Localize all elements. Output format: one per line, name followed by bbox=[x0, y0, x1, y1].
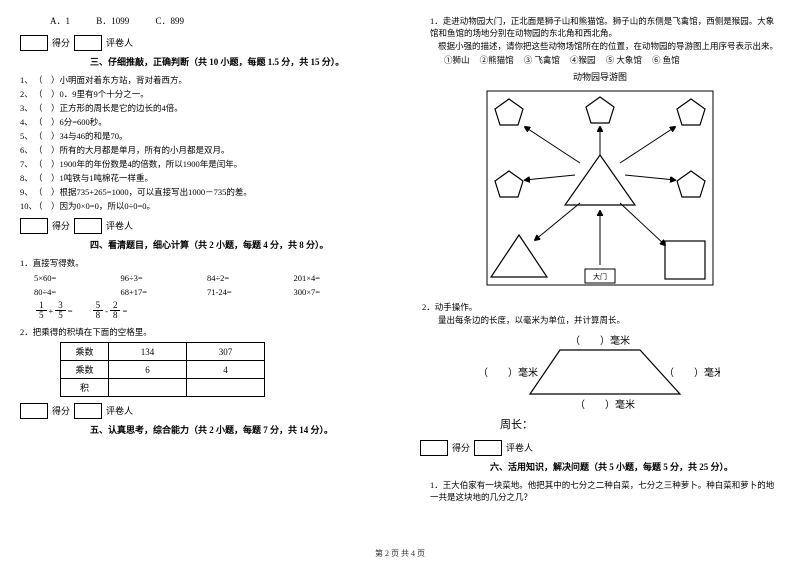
q1-text-a: 1．走进动物园大门，正北面是狮子山和熊猫馆。狮子山的东侧是飞禽馆，西侧是猴园。大… bbox=[430, 15, 780, 39]
calc-row: 80÷4= 68+17= 71-24= 300×7= bbox=[34, 287, 380, 297]
gate-label: 大门 bbox=[593, 272, 607, 281]
grader-box bbox=[474, 440, 502, 456]
section-6-title: 六、活用知识，解决问题（共 5 小题，每题 5 分，共 25 分）。 bbox=[490, 460, 780, 473]
score-row-4: 得分 评卷人 bbox=[20, 218, 380, 234]
judge-item: 6、（ ）所有的大月都是单月，所有的小月都是双月。 bbox=[20, 144, 380, 156]
svg-text:（ ）毫米: （ ）毫米 bbox=[570, 334, 630, 347]
perimeter-label: 周长： bbox=[500, 416, 780, 432]
mul-table: 乘数134307 乘数64 积 bbox=[60, 342, 265, 397]
judge-item: 4、（ ）6分=600秒。 bbox=[20, 116, 380, 128]
page-footer: 第 2 页 共 4 页 bbox=[0, 548, 800, 559]
zoo-diagram: 大门 bbox=[465, 85, 735, 295]
grader-box bbox=[74, 35, 102, 51]
opt-b: B．1099 bbox=[96, 16, 129, 26]
score-box bbox=[420, 440, 448, 456]
table-row: 乘数64 bbox=[61, 361, 265, 379]
score-label: 得分 bbox=[452, 440, 470, 456]
score-row-6: 得分 评卷人 bbox=[420, 440, 780, 456]
grader-box bbox=[74, 218, 102, 234]
grader-label: 评卷人 bbox=[106, 218, 133, 234]
section-3-title: 三、仔细推敲，正确判断（共 10 小题，每题 1.5 分，共 15 分）。 bbox=[90, 55, 380, 68]
score-row-3: 得分 评卷人 bbox=[20, 35, 380, 51]
grader-label: 评卷人 bbox=[106, 35, 133, 51]
judge-item: 9、（ ）根据735+265=1000，可以直接写出1000－735的差。 bbox=[20, 186, 380, 198]
score-box bbox=[20, 35, 48, 51]
right-column: 1．走进动物园大门，正北面是狮子山和熊猫馆。狮子山的东侧是飞禽馆，西侧是猴园。大… bbox=[400, 0, 800, 565]
judge-item: 8、（ ）1吨铁与1吨棉花一样重。 bbox=[20, 172, 380, 184]
opt-a: A．1 bbox=[50, 16, 70, 26]
svg-text:（ ）毫米: （ ）毫米 bbox=[575, 398, 635, 411]
zoo-title: 动物园导游图 bbox=[420, 70, 780, 83]
table-row: 乘数134307 bbox=[61, 343, 265, 361]
grader-label: 评卷人 bbox=[106, 403, 133, 419]
section-4-title: 四、看清题目，细心计算（共 2 小题，每题 4 分，共 8 分）。 bbox=[90, 238, 380, 251]
judge-item: 3、（ ）正方形的周长是它的边长的4倍。 bbox=[20, 102, 380, 114]
judge-item: 5、（ ）34与46的和是70。 bbox=[20, 130, 380, 142]
frac-row: 15 + 35 = 58 - 28 = bbox=[34, 301, 380, 320]
score-label: 得分 bbox=[52, 35, 70, 51]
score-label: 得分 bbox=[52, 403, 70, 419]
svg-text:（ ）毫米: （ ）毫米 bbox=[480, 366, 538, 379]
judge-item: 2、（ ）0．9里有9个十分之一。 bbox=[20, 88, 380, 100]
svg-text:（ ）毫米: （ ）毫米 bbox=[664, 366, 720, 379]
grader-label: 评卷人 bbox=[506, 440, 533, 456]
opt-c: C．899 bbox=[156, 16, 185, 26]
zoo-legend: ①狮山 ②熊猫馆 ③ 飞禽馆 ④猴园 ⑤ 大象馆 ⑥ 鱼馆 bbox=[444, 54, 780, 66]
calc-block: 5×60= 96÷3= 84÷2= 201×4= 80÷4= 68+17= 71… bbox=[34, 273, 380, 320]
q1-text-b: 根据小强的描述，请你把这些动物场馆所在的位置，在动物园的导游图上用序号表示出来。 bbox=[438, 40, 780, 52]
q2-label: 2．动手操作。 bbox=[422, 301, 780, 313]
calc-row: 5×60= 96÷3= 84÷2= 201×4= bbox=[34, 273, 380, 283]
q2-text: 量出每条边的长度，以毫米为单位，并计算周长。 bbox=[438, 314, 780, 326]
left-column: A．1 B．1099 C．899 得分 评卷人 三、仔细推敲，正确判断（共 10… bbox=[0, 0, 400, 565]
judge-list: 1、（ ）小明面对着东方站，背对着西方。 2、（ ）0．9里有9个十分之一。 3… bbox=[20, 74, 380, 212]
grader-box bbox=[74, 403, 102, 419]
section-5-title: 五、认真思考，综合能力（共 2 小题，每题 7 分，共 14 分）。 bbox=[90, 423, 380, 436]
fill-label: 2．把乘得的积填在下面的空格里。 bbox=[20, 326, 380, 338]
table-row: 积 bbox=[61, 379, 265, 397]
judge-item: 10、（ ）因为0×0=0，所以0÷0=0。 bbox=[20, 200, 380, 212]
q6-1: 1．王大伯家有一块菜地。他把其中的七分之二种白菜，七分之三种萝卜。种白菜和萝卜的… bbox=[430, 479, 780, 503]
calc-label: 1．直接写得数。 bbox=[20, 257, 380, 269]
score-box bbox=[20, 218, 48, 234]
judge-item: 1、（ ）小明面对着东方站，背对着西方。 bbox=[20, 74, 380, 86]
score-label: 得分 bbox=[52, 218, 70, 234]
trapezoid-figure: （ ）毫米 （ ）毫米 （ ）毫米 （ ）毫米 bbox=[480, 332, 780, 412]
score-box bbox=[20, 403, 48, 419]
mc-options: A．1 B．1099 C．899 bbox=[50, 14, 380, 27]
judge-item: 7、（ ）1900年的年份数是4的倍数，所以1900年是闰年。 bbox=[20, 158, 380, 170]
score-row-5: 得分 评卷人 bbox=[20, 403, 380, 419]
